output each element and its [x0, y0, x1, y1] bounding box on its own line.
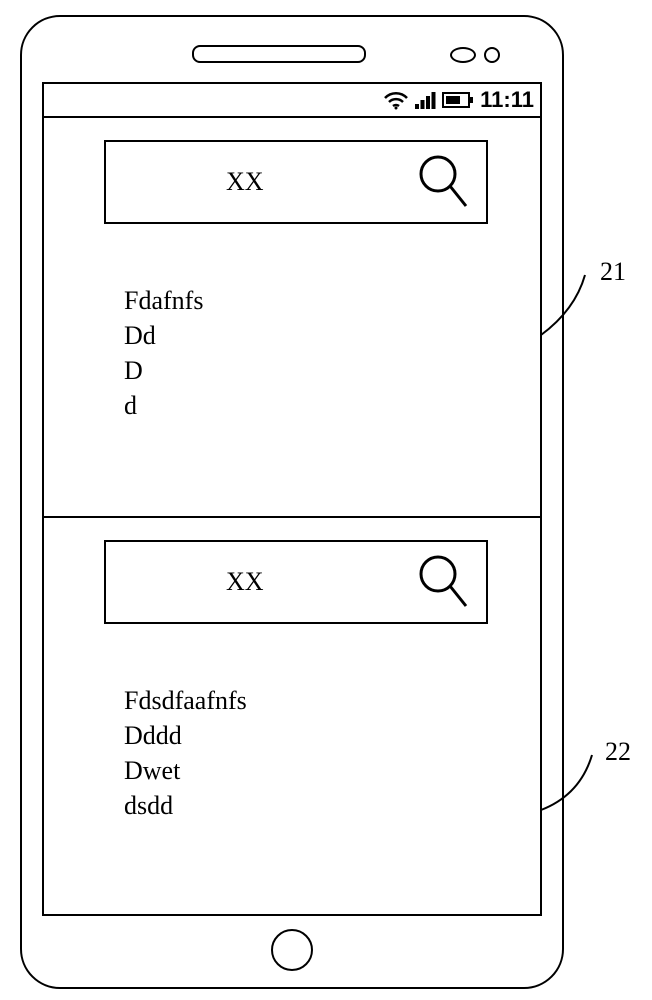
sensor-oval	[450, 47, 476, 63]
status-time: 11:11	[480, 87, 534, 113]
wifi-icon	[384, 90, 408, 110]
screen: 11:11 XX Fdafnfs Dd D d XX	[42, 82, 542, 916]
signal-icon	[414, 90, 436, 110]
search-box-bottom[interactable]: XX	[104, 540, 488, 624]
list-item: Fdafnfs	[124, 283, 203, 318]
callout-21: 21	[600, 257, 626, 286]
list-item: D	[124, 353, 203, 388]
bottom-content: Fdsdfaafnfs Dddd Dwet dsdd	[124, 683, 247, 823]
callout-22: 22	[605, 737, 631, 766]
search-icon[interactable]	[416, 552, 468, 610]
list-item: dsdd	[124, 788, 247, 823]
search-icon[interactable]	[416, 152, 468, 210]
home-button[interactable]	[271, 929, 313, 971]
top-content: Fdafnfs Dd D d	[124, 283, 203, 423]
sensor-dot	[484, 47, 500, 63]
top-panel: XX Fdafnfs Dd D d	[44, 118, 540, 516]
battery-icon	[442, 91, 474, 109]
speaker-slot	[192, 45, 366, 63]
search-text-top: XX	[226, 167, 264, 197]
search-text-bottom: XX	[226, 567, 264, 597]
search-box-top[interactable]: XX	[104, 140, 488, 224]
list-item: Dd	[124, 318, 203, 353]
list-item: Dddd	[124, 718, 247, 753]
list-item: d	[124, 388, 203, 423]
status-bar: 11:11	[44, 84, 540, 118]
list-item: Dwet	[124, 753, 247, 788]
list-item: Fdsdfaafnfs	[124, 683, 247, 718]
phone-frame: 11:11 XX Fdafnfs Dd D d XX	[20, 15, 564, 989]
bottom-panel: XX Fdsdfaafnfs Dddd Dwet dsdd	[44, 516, 540, 914]
